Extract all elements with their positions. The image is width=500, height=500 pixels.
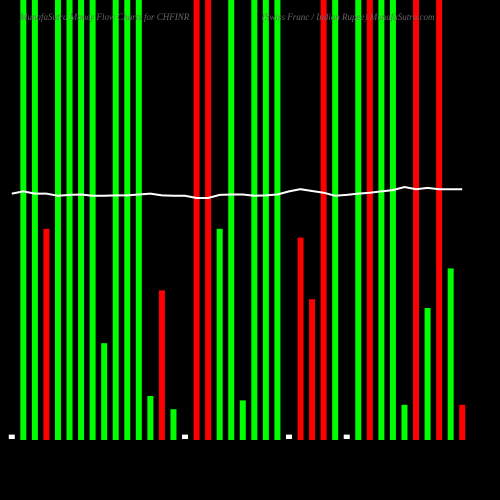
bar [112,0,119,440]
bar [366,0,373,440]
bar [378,0,385,440]
bar [309,299,316,440]
bar [205,0,212,440]
bar [239,400,246,440]
bars [8,0,466,440]
bar [320,0,327,440]
bar [332,0,339,440]
bar [78,0,85,440]
bar [436,0,443,440]
bar [343,434,350,439]
bar [193,0,200,440]
bar [182,434,189,439]
bar [170,409,177,440]
bar [459,404,466,440]
bar [424,308,431,440]
bar [124,0,131,440]
bar [355,0,362,440]
bar [262,0,269,440]
bar [20,0,27,440]
chart-title: MunafaSutra Money Flow Charts for CHFINR [19,12,190,22]
bar [66,0,73,440]
bar [413,0,420,440]
bar [101,343,108,440]
bar [158,290,165,440]
bar [216,228,223,440]
bar [147,396,154,440]
bar [447,268,454,440]
bar [43,228,50,440]
bar [297,237,304,440]
bar [274,0,281,440]
chart-subtitle: (Swiss Franc / Indian Rupee) MunafaSutra… [262,12,435,22]
bar [135,0,142,440]
line [11,185,463,199]
bar [228,0,235,440]
bar [31,0,38,440]
bar [389,0,396,440]
bar [285,434,292,439]
bar [54,0,61,440]
bar [8,434,15,439]
bar [401,404,408,440]
bar [251,0,258,440]
bar [89,0,96,440]
